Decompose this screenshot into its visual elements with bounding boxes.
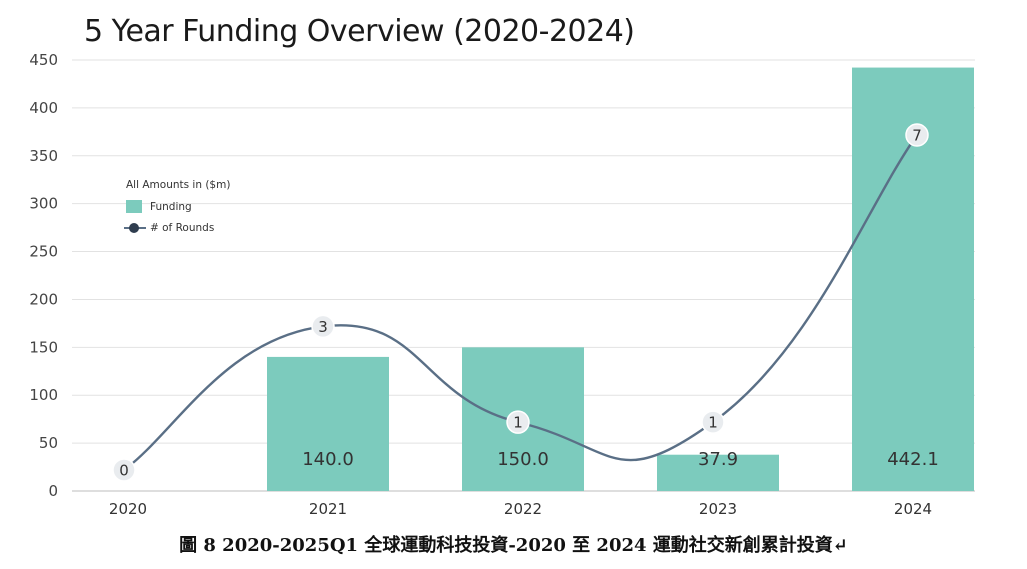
bar-2021 xyxy=(267,356,389,491)
bar-value-label-2023: 37.9 xyxy=(698,449,738,470)
y-tick-label-100: 100 xyxy=(29,386,58,404)
bar-value-label-2021: 140.0 xyxy=(302,449,354,470)
legend-label-rounds: # of Rounds xyxy=(150,222,214,234)
legend-label-funding: Funding xyxy=(150,201,192,213)
rounds-point-2023 xyxy=(701,410,725,434)
rounds-label-2023: 1 xyxy=(708,414,718,432)
rounds-point-2024 xyxy=(905,123,929,147)
rounds-label-2022: 1 xyxy=(513,414,523,432)
bar-value-label-2022: 150.0 xyxy=(497,449,549,470)
bar-2023 xyxy=(657,454,779,491)
legend-swatch-funding xyxy=(126,200,142,213)
y-tick-label-200: 200 xyxy=(29,290,58,308)
figure-caption: 圖 8 2020-2025Q1 全球運動科技投資-2020 至 2024 運動社… xyxy=(179,535,848,556)
y-tick-label-400: 400 xyxy=(29,99,58,117)
chart-title: 5 Year Funding Overview (2020-2024) xyxy=(84,14,635,49)
x-tick-label-2024: 2024 xyxy=(894,500,932,518)
rounds-point-2020 xyxy=(112,458,136,482)
x-tick-label-2020: 2020 xyxy=(109,500,147,518)
x-tick-label-2023: 2023 xyxy=(699,500,737,518)
y-tick-label-0: 0 xyxy=(48,482,58,500)
x-tick-label-2022: 2022 xyxy=(504,500,542,518)
legend-title: All Amounts in ($m) xyxy=(126,179,230,191)
y-tick-label-250: 250 xyxy=(29,243,58,261)
y-tick-label-450: 450 xyxy=(29,51,58,69)
y-tick-label-300: 300 xyxy=(29,195,58,213)
y-tick-label-50: 50 xyxy=(39,434,58,452)
rounds-point-2021 xyxy=(311,314,335,339)
rounds-label-2024: 7 xyxy=(912,127,922,145)
rounds-point-2022 xyxy=(506,410,530,434)
bar-value-label-2024: 442.1 xyxy=(887,449,939,470)
rounds-label-2021: 3 xyxy=(318,318,328,336)
x-tick-label-2021: 2021 xyxy=(309,500,347,518)
y-tick-label-150: 150 xyxy=(29,338,58,356)
legend-marker-rounds xyxy=(129,223,139,233)
rounds-label-2020: 0 xyxy=(119,462,129,480)
y-tick-label-350: 350 xyxy=(29,147,58,165)
